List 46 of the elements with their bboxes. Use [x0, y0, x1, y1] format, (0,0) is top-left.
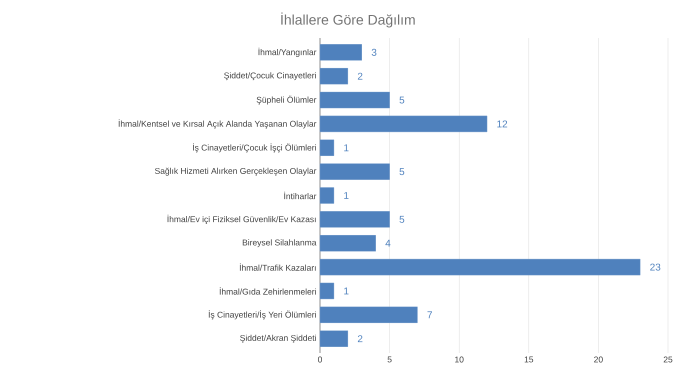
bar: [320, 211, 390, 228]
bar: [320, 258, 640, 276]
data-label: 23: [650, 264, 660, 271]
y-tick-label: İş Cinayetleri/Çocuk İşçi Ölümleri: [193, 143, 316, 152]
x-tick-label: 5: [388, 356, 392, 362]
bar: [320, 187, 334, 204]
y-tick-label: Bireysel Silahlanma: [242, 239, 316, 248]
bar: [320, 68, 348, 84]
data-label: 5: [400, 96, 404, 104]
data-label: 2: [358, 72, 362, 80]
y-tick-label: İhmal/Gıda Zehirlenmeleri: [220, 287, 316, 295]
data-label: 5: [400, 168, 404, 176]
data-label: 1: [344, 192, 349, 199]
x-tick-label: 0: [318, 356, 322, 363]
y-tick-label: İş Cinayetleri/İş Yeri Ölümleri: [208, 310, 316, 320]
bar: [320, 282, 334, 300]
data-label: 4: [385, 240, 390, 247]
x-tick-label: 10: [455, 356, 464, 363]
y-tick-label: İntiharlar: [284, 192, 316, 200]
data-label: 5: [400, 216, 404, 223]
x-tick-label: 15: [524, 356, 534, 362]
bar: [320, 163, 390, 180]
y-tick-label: İhmal/Yangınlar: [258, 48, 316, 57]
bar: [320, 92, 390, 108]
bar: [320, 140, 334, 156]
y-tick-label: Şiddet/Çocuk Cinayetleri: [224, 72, 316, 80]
data-label: 7: [427, 311, 432, 318]
data-label: 2: [358, 335, 362, 342]
bar: [320, 116, 488, 132]
y-tick-label: İhmal/Trafik Kazaları: [240, 263, 316, 271]
y-tick-label: Şiddet/Akran Şiddeti: [240, 334, 316, 343]
bar: [320, 235, 376, 252]
x-tick-label: 20: [594, 356, 603, 363]
y-tick-label: İhmal/Ev içi Fiziksel Güvenlik/Ev Kazası: [168, 214, 316, 224]
x-tick-label: 25: [664, 356, 672, 363]
y-tick-label: İhmal/Kentsel ve Kırsal Açık Alanda Yaşanan Olaylar: [118, 119, 316, 128]
y-tick-label: Sağlık Hizmeti Alırken Gerçekleşen Olaylar: [154, 168, 316, 176]
bar: [320, 306, 418, 324]
data-label: 1: [344, 288, 349, 294]
data-label: 12: [497, 120, 508, 128]
chart-title: İhlallere Göre Dağılım: [281, 12, 415, 28]
data-label: 3: [372, 48, 376, 56]
bar: [320, 44, 362, 61]
y-tick-label: Şüpheli Ölümler: [256, 96, 316, 104]
bar: [320, 330, 348, 347]
data-label: 1: [344, 144, 349, 152]
